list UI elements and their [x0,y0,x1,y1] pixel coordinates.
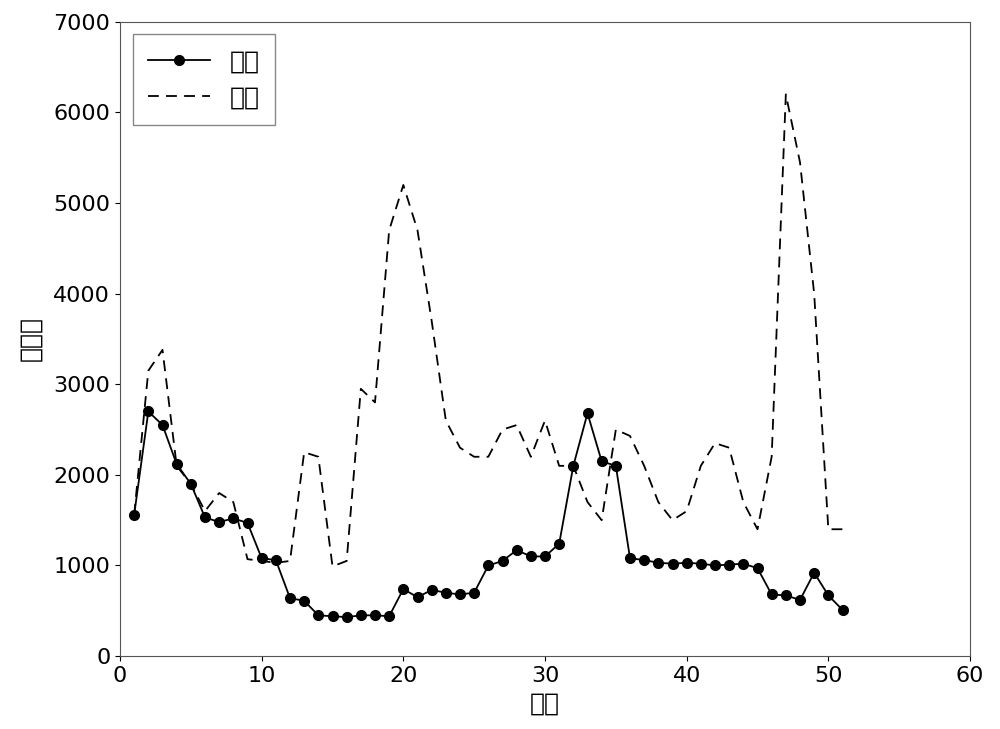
X-axis label: 尺度: 尺度 [530,691,560,715]
松动 [369,398,381,407]
松动 [355,384,367,393]
松动 [284,557,296,566]
松动 [128,510,140,519]
松动 [822,525,834,534]
正常 [666,559,678,568]
松动 [326,562,338,571]
Legend: 正常, 松动: 正常, 松动 [132,34,275,125]
正常 [624,554,636,563]
正常 [142,407,154,416]
松动 [652,498,664,507]
Y-axis label: 形态谱: 形态谱 [18,316,42,362]
正常 [822,591,834,600]
正常 [128,510,140,519]
正常 [836,606,848,615]
正常 [369,611,381,620]
Line: 正常: 正常 [129,407,847,622]
正常 [341,613,353,622]
正常 [383,612,395,620]
松动 [780,90,792,98]
松动 [836,525,848,534]
Line: 松动: 松动 [134,94,842,566]
正常 [298,596,310,605]
松动 [610,425,622,434]
